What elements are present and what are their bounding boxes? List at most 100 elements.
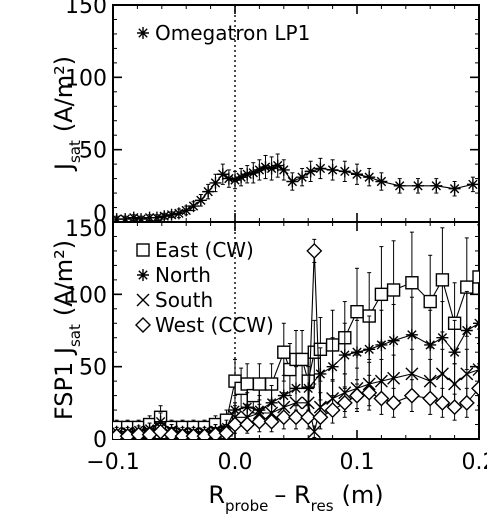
data-point bbox=[158, 210, 171, 222]
data-point bbox=[275, 409, 292, 426]
data-point bbox=[307, 425, 321, 439]
data-point bbox=[387, 334, 400, 347]
data-point bbox=[460, 324, 473, 337]
data-point bbox=[446, 399, 463, 416]
xlabel-sub-res: res bbox=[311, 497, 334, 515]
data-point bbox=[338, 165, 351, 178]
data-point bbox=[119, 213, 132, 222]
data-point bbox=[460, 367, 474, 381]
series-omegatron-lp1 bbox=[113, 153, 479, 222]
legend-marker bbox=[135, 317, 151, 333]
data-point bbox=[351, 168, 363, 181]
panel-bottom: 0 50 100 150 −0.1 0.0 0.1 0.2 East (CW)NorthSout… bbox=[65, 217, 487, 475]
data-point bbox=[259, 161, 272, 174]
data-group bbox=[113, 224, 479, 439]
data-point bbox=[423, 374, 437, 388]
data-point bbox=[240, 377, 254, 391]
legend-label: West (CCW) bbox=[155, 313, 274, 337]
data-point bbox=[349, 387, 365, 404]
data-point bbox=[393, 179, 406, 192]
top-ylabel-unit: (A/m²) bbox=[50, 56, 78, 132]
data-point bbox=[373, 390, 390, 407]
y-tick-label: 150 bbox=[65, 0, 107, 19]
legend-label: Omegatron LP1 bbox=[155, 21, 310, 45]
x-tick-label: −0.1 bbox=[86, 450, 139, 475]
data-point bbox=[312, 409, 329, 426]
data-point bbox=[251, 413, 268, 430]
data-point bbox=[324, 402, 341, 419]
svg-text:Jsat(A/m²): Jsat (A/m²) bbox=[50, 56, 84, 172]
data-point bbox=[424, 338, 437, 351]
data-point bbox=[113, 213, 123, 222]
data-point bbox=[386, 283, 401, 297]
data-point bbox=[143, 211, 156, 222]
data-point bbox=[300, 409, 317, 426]
data-point bbox=[209, 176, 222, 189]
data-point bbox=[180, 204, 193, 217]
data-point bbox=[241, 168, 254, 181]
data-point bbox=[435, 367, 449, 381]
data-point bbox=[326, 360, 339, 373]
data-point bbox=[385, 394, 402, 411]
data-point bbox=[306, 242, 323, 259]
data-point bbox=[295, 352, 309, 367]
data-point bbox=[187, 200, 200, 213]
bottom-ylabel-sub: sat bbox=[66, 324, 84, 347]
data-point bbox=[150, 211, 163, 222]
data-point bbox=[338, 349, 351, 362]
data-point bbox=[296, 171, 309, 184]
y-tick-label: 50 bbox=[79, 356, 107, 381]
data-point bbox=[403, 387, 420, 404]
data-point bbox=[326, 163, 339, 176]
data-point bbox=[374, 374, 388, 388]
data-point bbox=[277, 345, 291, 359]
data-point bbox=[229, 174, 241, 187]
data-point bbox=[375, 175, 388, 188]
series-line bbox=[116, 164, 474, 220]
data-point bbox=[235, 171, 248, 184]
y-tick-label: 100 bbox=[65, 66, 107, 91]
data-point bbox=[351, 346, 363, 359]
panel-top: 0 50 100 150 Omegatron LP1 bbox=[65, 0, 480, 227]
data-point bbox=[435, 273, 450, 287]
data-point bbox=[363, 343, 376, 356]
legend-label: South bbox=[155, 288, 213, 312]
data-point bbox=[314, 162, 327, 175]
data-point bbox=[361, 384, 378, 401]
data-point bbox=[277, 163, 290, 176]
data-point bbox=[448, 182, 461, 195]
data-point bbox=[472, 270, 479, 284]
xlabel-minus-r: – R bbox=[274, 481, 310, 509]
plot-layer: 0 50 100 150 Omegatron LP1 0 50 100 150 −0.1 0.0 0.… bbox=[65, 0, 487, 475]
data-point bbox=[374, 287, 389, 302]
data-point bbox=[405, 276, 419, 290]
series-west-ccw bbox=[113, 238, 479, 439]
data-point bbox=[252, 377, 267, 391]
data-point bbox=[216, 168, 229, 181]
legend-marker bbox=[137, 27, 149, 39]
data-point bbox=[227, 416, 243, 433]
data-point bbox=[436, 331, 449, 344]
xlabel-main: R bbox=[208, 481, 225, 509]
data-point bbox=[405, 367, 419, 381]
top-ylabel-sub: sat bbox=[66, 140, 84, 163]
data-point bbox=[471, 380, 479, 397]
data-point bbox=[289, 396, 303, 410]
y-tick-label: 100 bbox=[65, 283, 107, 308]
data-point bbox=[422, 390, 439, 407]
y-tick-label: 0 bbox=[93, 202, 107, 227]
legend-marker bbox=[136, 293, 150, 307]
data-point bbox=[387, 371, 401, 385]
data-point bbox=[218, 425, 235, 439]
bottom-ylabel: FSP1 Jsat (A/m²) bbox=[50, 240, 84, 420]
data-point bbox=[472, 363, 479, 377]
top-ylabel-main: J bbox=[50, 163, 78, 172]
data-point bbox=[336, 394, 353, 411]
legend-label: East (CW) bbox=[155, 238, 254, 262]
data-point bbox=[265, 162, 278, 175]
y-tick-label: 50 bbox=[79, 139, 107, 164]
top-ylabel: Jsat (A/m²) bbox=[50, 56, 84, 172]
data-point bbox=[165, 208, 178, 221]
